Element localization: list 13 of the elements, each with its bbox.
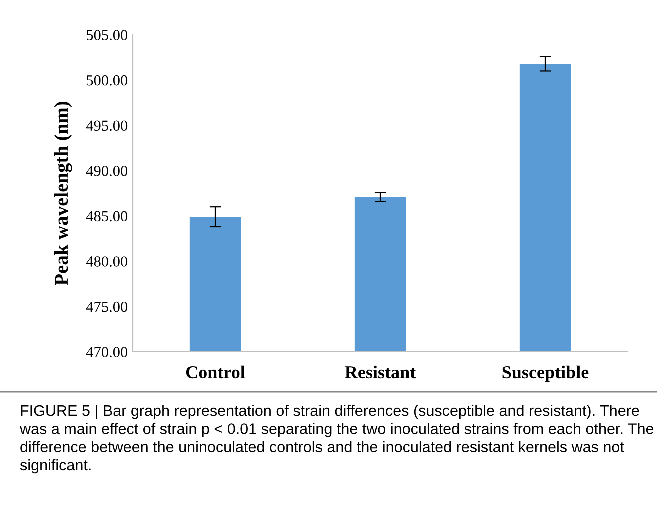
y-tick-label: 495.00 (86, 120, 128, 132)
y-tick-label: 480.00 (86, 256, 128, 267)
x-tick-label: Susceptible (502, 366, 589, 382)
y-tick-label: 490.00 (86, 166, 128, 176)
x-tick-label: Control (186, 366, 246, 379)
x-tick-label: Resistant (345, 366, 416, 379)
y-tick-label: 485.00 (86, 211, 128, 222)
y-tick-label: 475.00 (86, 302, 128, 312)
y-tick-label: 505.00 (87, 30, 128, 41)
y-tick-label: 470.00 (86, 347, 128, 358)
caption: FIGURE 5 | Bar graph representation of strain differences (susceptible and resistant). There was a main effect of strain p < 0.01 separating the two inoculated strains from each other. The difference between the uninoculated controls and the inoculated resistant kernels was not significant. (20, 405, 654, 474)
y-axis-title: Peak wavelength (nm) (54, 102, 72, 286)
y-tick-label: 500.00 (87, 75, 128, 86)
